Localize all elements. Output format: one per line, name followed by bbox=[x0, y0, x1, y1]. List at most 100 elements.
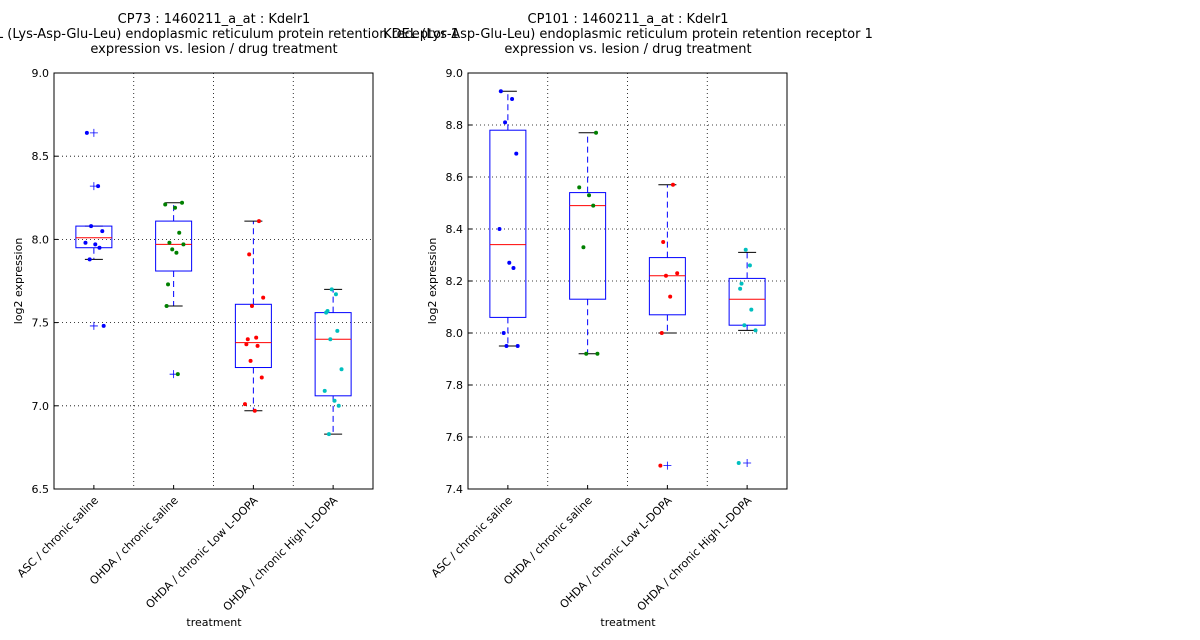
data-point bbox=[339, 367, 344, 372]
data-point bbox=[256, 219, 261, 224]
data-point bbox=[328, 337, 333, 342]
box-2 bbox=[155, 200, 193, 379]
data-point bbox=[747, 263, 752, 268]
data-point bbox=[97, 245, 102, 250]
data-point bbox=[594, 130, 599, 135]
data-point bbox=[164, 303, 169, 308]
data-point bbox=[675, 271, 680, 276]
box-3 bbox=[234, 219, 272, 413]
data-point bbox=[247, 252, 252, 257]
y-tick-label: 7.4 bbox=[446, 483, 464, 496]
data-point bbox=[84, 130, 89, 135]
data-point bbox=[181, 242, 186, 247]
box-iqr bbox=[155, 220, 193, 272]
y-axis-label: log2 expression bbox=[12, 238, 25, 325]
data-point bbox=[336, 403, 341, 408]
box-4 bbox=[314, 287, 352, 437]
box-iqr bbox=[75, 225, 113, 249]
x-tick-label: OHDA / chronic saline bbox=[501, 494, 595, 588]
data-point bbox=[163, 202, 168, 207]
y-tick-label: 7.6 bbox=[446, 431, 464, 444]
data-point bbox=[167, 240, 172, 245]
data-point bbox=[255, 343, 260, 348]
y-tick-label: 8.4 bbox=[446, 223, 464, 236]
data-point bbox=[503, 120, 508, 125]
flier-marker bbox=[743, 459, 752, 467]
y-tick-label: 8.8 bbox=[446, 119, 464, 132]
x-axis-label: treatment bbox=[600, 616, 656, 629]
data-point bbox=[577, 185, 582, 190]
y-tick-label: 8.0 bbox=[446, 327, 464, 340]
data-point bbox=[170, 247, 175, 252]
data-point bbox=[736, 461, 741, 465]
flier-marker bbox=[89, 128, 98, 137]
data-point bbox=[245, 337, 250, 342]
data-point bbox=[497, 227, 502, 231]
data-point bbox=[749, 307, 754, 312]
y-tick-label: 7.8 bbox=[446, 379, 464, 392]
data-point bbox=[587, 193, 592, 198]
chart-title: KDEL (Lys-Asp-Glu-Leu) endoplasmic retic… bbox=[383, 27, 873, 42]
data-point bbox=[252, 408, 257, 413]
data-point bbox=[668, 294, 673, 299]
data-point bbox=[177, 230, 182, 235]
data-point bbox=[329, 287, 334, 292]
data-point bbox=[742, 323, 747, 328]
data-point bbox=[166, 282, 171, 287]
data-point bbox=[661, 240, 666, 244]
data-point bbox=[514, 151, 519, 156]
data-point bbox=[244, 342, 249, 347]
data-point bbox=[261, 295, 266, 300]
x-axis-label: treatment bbox=[186, 616, 242, 629]
x-tick-label: OHDA / chronic saline bbox=[87, 494, 181, 588]
data-point bbox=[511, 266, 516, 270]
data-point bbox=[595, 351, 600, 356]
plot-frame bbox=[467, 72, 788, 490]
data-point bbox=[93, 242, 98, 247]
y-tick-label: 8.6 bbox=[446, 171, 464, 184]
data-point bbox=[510, 97, 515, 101]
box-iqr bbox=[234, 303, 272, 369]
y-tick-label: 9.0 bbox=[32, 67, 50, 80]
data-point bbox=[83, 240, 88, 245]
y-axis-label: log2 expression bbox=[426, 238, 439, 325]
flier-marker bbox=[663, 461, 672, 470]
data-point bbox=[663, 273, 668, 278]
data-point bbox=[332, 398, 337, 403]
flier-marker bbox=[89, 321, 98, 330]
box-4 bbox=[728, 247, 766, 467]
data-point bbox=[591, 203, 596, 208]
box-iqr bbox=[728, 277, 766, 326]
data-point bbox=[322, 388, 327, 393]
data-point bbox=[324, 310, 329, 315]
data-point bbox=[174, 250, 179, 255]
data-point bbox=[173, 205, 178, 210]
data-point bbox=[584, 351, 589, 356]
y-tick-label: 7.5 bbox=[32, 317, 50, 330]
chart-title: expression vs. lesion / drug treatment bbox=[90, 42, 337, 57]
data-point bbox=[581, 245, 586, 250]
data-point bbox=[659, 331, 664, 335]
data-point bbox=[100, 229, 105, 234]
box-3 bbox=[648, 182, 686, 470]
box-1 bbox=[489, 89, 527, 348]
box-1 bbox=[75, 128, 113, 330]
box-2 bbox=[569, 130, 607, 356]
y-tick-label: 8.0 bbox=[32, 233, 50, 246]
data-point bbox=[507, 260, 512, 265]
data-point bbox=[175, 372, 180, 377]
box-iqr bbox=[569, 192, 607, 300]
y-tick-label: 8.2 bbox=[446, 275, 464, 288]
box-iqr bbox=[648, 257, 686, 316]
y-tick-label: 6.5 bbox=[32, 483, 50, 496]
data-point bbox=[333, 292, 338, 297]
box-iqr bbox=[314, 312, 352, 397]
data-point bbox=[738, 286, 743, 291]
data-point bbox=[515, 344, 520, 348]
data-point bbox=[242, 402, 247, 407]
data-point bbox=[101, 323, 106, 328]
data-point bbox=[254, 335, 259, 340]
y-tick-label: 8.5 bbox=[32, 150, 50, 163]
